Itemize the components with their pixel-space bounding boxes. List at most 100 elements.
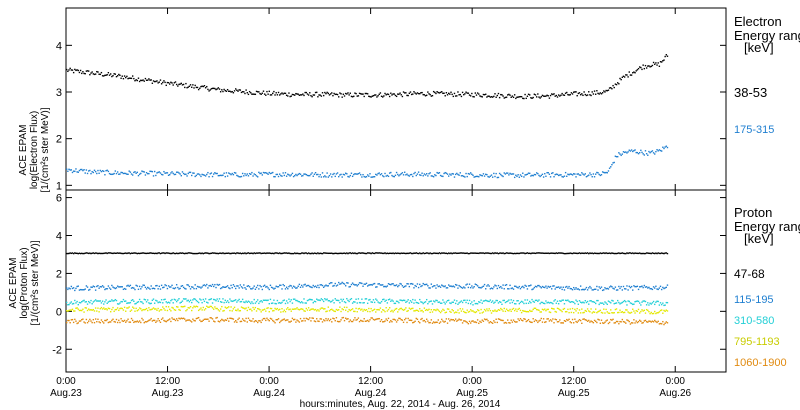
data-point xyxy=(79,69,82,72)
data-point xyxy=(99,73,101,76)
data-point xyxy=(579,312,582,314)
data-point xyxy=(316,318,318,320)
data-point xyxy=(184,298,186,300)
data-point xyxy=(261,252,264,255)
data-point xyxy=(438,301,441,303)
data-point xyxy=(340,93,342,95)
data-point xyxy=(312,308,314,310)
data-point xyxy=(207,306,209,308)
data-point xyxy=(644,252,647,255)
data-point xyxy=(283,252,286,254)
data-point xyxy=(121,286,123,288)
data-point xyxy=(372,309,375,311)
data-point xyxy=(304,283,306,286)
data-point xyxy=(201,320,203,322)
data-point xyxy=(185,320,187,322)
data-point xyxy=(219,252,222,254)
data-point xyxy=(535,308,538,311)
data-point xyxy=(545,321,547,323)
data-point xyxy=(369,173,371,175)
data-point xyxy=(408,252,411,254)
data-point xyxy=(204,285,207,287)
data-point xyxy=(203,284,206,286)
data-point xyxy=(272,92,274,95)
data-point xyxy=(215,317,217,319)
data-point xyxy=(636,321,639,324)
data-point xyxy=(397,93,399,95)
data-point xyxy=(434,321,436,324)
data-point xyxy=(483,175,486,177)
data-point xyxy=(438,92,441,94)
data-point xyxy=(603,90,605,92)
data-point xyxy=(90,172,92,175)
data-point xyxy=(245,317,247,320)
data-point xyxy=(232,173,235,176)
data-point xyxy=(593,288,596,291)
data-point xyxy=(595,320,597,323)
data-point xyxy=(375,252,377,254)
data-point xyxy=(441,284,443,286)
data-point xyxy=(365,92,368,95)
data-point xyxy=(243,284,245,286)
proton-ylabel-line2: log(Proton Flux) xyxy=(19,247,30,318)
data-point xyxy=(159,252,162,255)
data-point xyxy=(157,82,159,84)
data-point xyxy=(94,170,97,173)
data-point xyxy=(319,299,321,302)
data-point xyxy=(69,252,71,254)
data-point xyxy=(266,252,268,254)
data-point xyxy=(342,173,345,176)
data-point xyxy=(180,305,182,308)
data-point xyxy=(90,286,92,288)
data-point xyxy=(378,302,380,304)
data-point xyxy=(181,300,184,302)
data-point xyxy=(421,91,423,94)
data-point xyxy=(531,97,533,100)
data-point xyxy=(173,173,176,176)
data-point xyxy=(566,252,568,255)
data-point xyxy=(415,252,417,254)
data-point xyxy=(294,308,296,310)
data-point xyxy=(85,285,88,287)
data-point xyxy=(148,302,150,304)
data-point xyxy=(296,252,298,254)
data-point xyxy=(130,299,133,302)
data-point xyxy=(637,67,640,70)
data-point xyxy=(478,93,480,95)
data-point xyxy=(493,320,495,322)
data-point xyxy=(579,252,582,255)
data-point xyxy=(657,150,659,152)
data-point xyxy=(72,302,75,305)
data-point xyxy=(613,161,615,164)
data-point xyxy=(561,252,563,254)
data-point xyxy=(453,176,456,178)
data-point xyxy=(564,286,567,288)
data-point xyxy=(524,318,526,320)
data-point xyxy=(613,322,615,324)
data-point xyxy=(248,301,251,303)
data-point xyxy=(353,173,355,176)
data-point xyxy=(509,172,511,175)
data-point xyxy=(428,301,430,303)
data-point xyxy=(561,310,563,313)
data-point xyxy=(460,300,463,302)
data-point xyxy=(300,284,303,287)
data-point xyxy=(336,284,339,286)
data-point xyxy=(160,173,163,176)
data-point xyxy=(175,284,178,286)
data-point xyxy=(360,252,362,254)
data-point xyxy=(450,252,452,254)
data-point xyxy=(559,95,561,97)
data-point xyxy=(439,302,442,304)
data-point xyxy=(633,285,635,287)
data-point xyxy=(641,301,643,303)
data-point xyxy=(419,308,421,310)
data-point xyxy=(236,174,238,177)
data-point xyxy=(569,308,571,310)
data-point xyxy=(289,95,291,98)
data-point xyxy=(459,172,461,174)
data-point xyxy=(534,307,537,310)
data-point xyxy=(74,310,76,312)
data-point xyxy=(431,322,434,324)
data-point xyxy=(522,252,524,254)
